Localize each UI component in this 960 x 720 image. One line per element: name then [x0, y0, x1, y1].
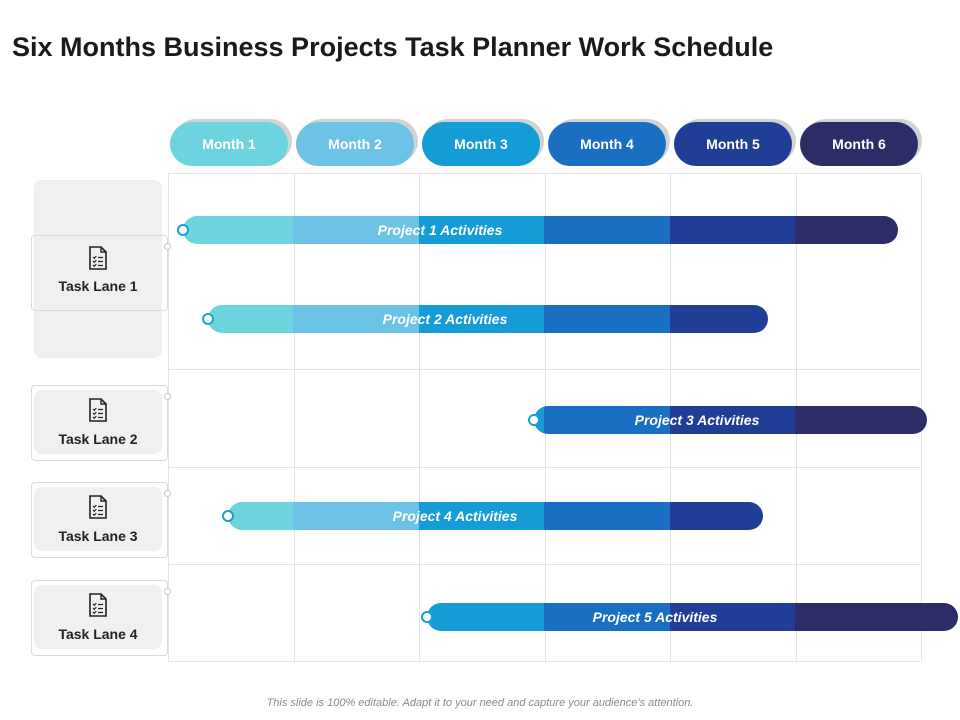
connector-dot	[164, 588, 171, 595]
grid-row-line	[168, 467, 920, 468]
document-checklist-icon	[88, 593, 108, 617]
project-1-start-dot	[177, 224, 190, 236]
bar-segment	[669, 305, 768, 333]
task-lane-1-label: Task Lane 1	[58, 278, 138, 294]
grid-column-line	[419, 173, 420, 661]
page-title: Six Months Business Projects Task Planne…	[12, 32, 774, 62]
bar-segment	[669, 603, 796, 631]
month-3-header: Month 3	[422, 122, 540, 166]
bar-segment	[418, 216, 545, 244]
project-3-label: Project 3 Activities	[634, 412, 760, 428]
task-lane-4-box	[34, 585, 162, 649]
bar-segment	[293, 216, 419, 244]
project-5-start-dot	[420, 611, 433, 623]
bar-segment	[795, 603, 958, 631]
month-1-header: Month 1	[170, 122, 288, 166]
project-4-bar	[228, 502, 763, 530]
bar-segment	[544, 406, 670, 434]
project-2-start-dot	[202, 313, 215, 325]
bar-segment	[183, 216, 294, 244]
project-5-label: Project 5 Activities	[592, 609, 718, 625]
grid-column-line	[293, 173, 295, 661]
grid-row-line	[168, 661, 920, 662]
task-lane-2-box	[34, 390, 162, 454]
bar-segment	[208, 305, 294, 333]
task-lane-4-label: Task Lane 4	[58, 626, 138, 642]
bar-segment	[669, 216, 796, 244]
project-3-start-dot	[528, 414, 541, 426]
bar-segment	[544, 305, 670, 333]
bar-segment	[544, 603, 670, 631]
project-5-bar	[426, 603, 958, 631]
bar-segment	[669, 502, 763, 530]
footer-note: This slide is 100% editable. Adapt it to…	[266, 697, 694, 709]
document-checklist-icon	[88, 246, 108, 270]
bar-segment	[544, 502, 670, 530]
bar-segment	[418, 502, 545, 530]
bar-segment	[293, 305, 419, 333]
month-5-header: Month 5	[674, 122, 792, 166]
document-checklist-icon	[88, 398, 108, 422]
bar-segment	[795, 406, 928, 434]
month-6-header: Month 6	[800, 122, 918, 166]
task-lane-3-frame	[31, 482, 168, 558]
task-lane-4-frame	[31, 580, 168, 656]
grid-row-line	[168, 173, 920, 174]
project-4-start-dot	[222, 510, 235, 522]
bar-segment	[426, 603, 545, 631]
month-4-header: Month 4	[548, 122, 666, 166]
project-2-bar	[208, 305, 768, 333]
project-3-bar	[534, 406, 928, 434]
task-lane-2-frame	[31, 385, 168, 461]
connector-dot	[164, 393, 171, 400]
project-1-label: Project 1 Activities	[377, 222, 503, 238]
month-2-header: Month 2	[296, 122, 414, 166]
bar-segment	[544, 216, 670, 244]
grid-column-line	[168, 173, 169, 661]
bar-segment	[293, 502, 419, 530]
bar-segment	[795, 216, 899, 244]
project-1-bar	[183, 216, 899, 244]
connector-dot	[164, 243, 171, 250]
grid-row-line	[168, 564, 920, 565]
task-lane-3-label: Task Lane 3	[58, 528, 138, 544]
task-lane-2-label: Task Lane 2	[58, 431, 138, 447]
project-2-label: Project 2 Activities	[382, 311, 508, 327]
document-checklist-icon	[88, 495, 108, 519]
bar-segment	[228, 502, 294, 530]
task-lane-1-frame	[31, 235, 168, 311]
bar-segment	[669, 406, 796, 434]
grid-row-line	[168, 369, 920, 370]
bar-segment	[418, 305, 545, 333]
connector-dot	[164, 490, 171, 497]
task-lane-3-box	[34, 487, 162, 551]
project-4-label: Project 4 Activities	[392, 508, 518, 524]
